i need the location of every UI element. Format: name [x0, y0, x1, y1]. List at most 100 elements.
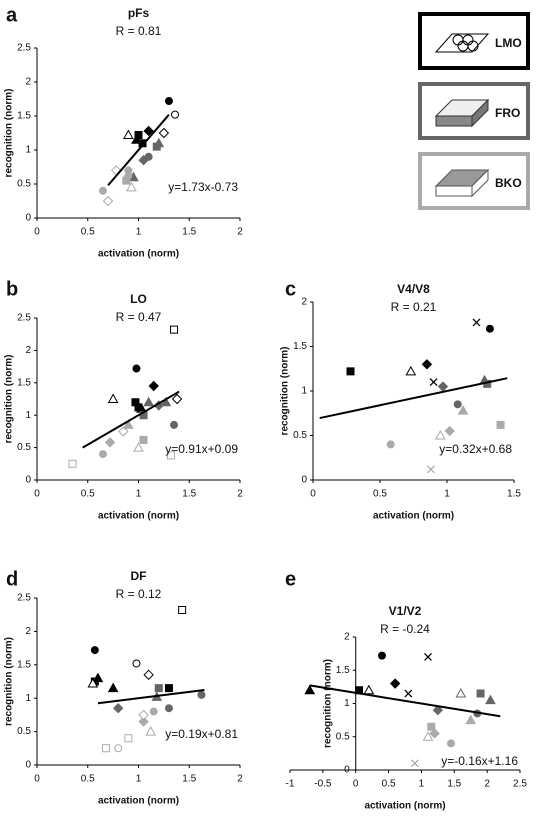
- y-tick-label: 0: [301, 475, 307, 486]
- point: [197, 690, 206, 699]
- y-tick-label: 1: [25, 693, 31, 704]
- point: [476, 689, 485, 698]
- panel-title: LO: [130, 292, 147, 306]
- x-tick-label: 2: [237, 774, 243, 785]
- y-tick-label: 1.5: [17, 377, 31, 388]
- fit-line: [82, 390, 180, 449]
- x-axis-label: activation (norm): [98, 511, 179, 522]
- point: [124, 171, 133, 180]
- x-tick-label: 2: [237, 489, 243, 500]
- point: [455, 688, 467, 698]
- x-axis-label: activation (norm): [98, 249, 179, 260]
- x-tick-label: 1: [136, 489, 142, 500]
- x-tick-label: 2: [237, 227, 243, 238]
- r-value: R = 0.47: [116, 310, 162, 324]
- point: [138, 139, 147, 148]
- point: [377, 651, 387, 660]
- point: [133, 442, 144, 452]
- x-tick-label: 1.5: [447, 779, 461, 790]
- x-tick-label: 0.5: [373, 489, 387, 500]
- y-tick-label: 1: [344, 698, 350, 709]
- r-value: R = -0.24: [380, 622, 430, 636]
- panel: c V4/V8 R = 0.21 0 0.5 1 1.5 0 0.5 1 1.5 2 activatio…: [280, 278, 522, 521]
- point: [102, 195, 114, 207]
- legend-icon: [434, 168, 490, 198]
- x-tick-label: 0: [34, 489, 40, 500]
- y-tick-label: 0: [25, 213, 31, 224]
- y-tick-label: 1: [25, 145, 31, 156]
- point: [158, 127, 170, 139]
- point: [149, 707, 158, 716]
- fit-line: [319, 377, 508, 420]
- legend-box: [418, 12, 530, 70]
- x-tick-label: 0: [34, 774, 40, 785]
- point: [134, 131, 143, 140]
- point: [154, 684, 163, 693]
- point: [485, 324, 494, 333]
- point: [114, 744, 123, 753]
- legend: LMO FRO BKO: [418, 12, 530, 210]
- y-axis-label: recognition (norm): [4, 637, 15, 726]
- y-tick-label: 0.5: [17, 442, 31, 453]
- point: [457, 405, 469, 415]
- point: [346, 367, 355, 376]
- panel-title: pFs: [128, 6, 150, 20]
- panel-letter: b: [6, 278, 18, 300]
- panel: d DF R = 0.12 0 0.5 1 1.5 2 0 0.5 1 1.5 2 2.5 activati…: [4, 568, 244, 806]
- point: [472, 318, 481, 327]
- point: [166, 451, 175, 460]
- point: [421, 359, 433, 370]
- x-tick-label: 1.5: [182, 227, 196, 238]
- x-axis-label: activation (norm): [98, 796, 179, 807]
- y-tick-label: 0.5: [17, 179, 31, 190]
- point: [104, 437, 116, 448]
- y-tick-label: 1: [301, 386, 307, 397]
- point: [98, 450, 107, 459]
- y-axis-label: recognition (norm): [280, 347, 291, 436]
- y-axis-label: recognition (norm): [322, 659, 333, 748]
- point: [138, 716, 149, 727]
- x-tick-label: 0.5: [81, 227, 95, 238]
- x-tick-label: 2: [484, 779, 490, 790]
- x-tick-label: 0.5: [382, 779, 396, 790]
- x-tick-label: 1.5: [507, 489, 521, 500]
- x-tick-label: -1: [286, 779, 295, 790]
- point: [304, 684, 316, 695]
- x-tick-label: 1.5: [182, 774, 196, 785]
- r-value: R = 0.21: [391, 300, 437, 314]
- fit-equation: y=0.19x+0.81: [165, 727, 238, 741]
- panel-letter: e: [285, 568, 296, 590]
- x-tick-label: 1: [419, 779, 425, 790]
- point: [386, 440, 395, 449]
- point: [164, 97, 173, 106]
- point: [143, 669, 154, 681]
- x-tick-label: 0: [353, 779, 359, 790]
- point: [152, 142, 161, 151]
- fit-equation: y=-0.16x+1.16: [441, 754, 518, 768]
- y-axis-label: recognition (norm): [4, 89, 15, 178]
- y-tick-label: 2.5: [17, 593, 31, 604]
- y-tick-label: 1: [25, 410, 31, 421]
- y-tick-label: 2: [25, 77, 31, 88]
- r-value: R = 0.12: [116, 587, 162, 601]
- y-tick-label: 1.5: [336, 665, 350, 676]
- point: [434, 429, 446, 440]
- y-tick-label: 0.5: [293, 430, 307, 441]
- y-tick-label: 2.5: [17, 313, 31, 324]
- point: [404, 689, 413, 698]
- r-value: R = 0.81: [116, 24, 162, 38]
- panel-letter: c: [285, 278, 296, 300]
- y-tick-label: 1.5: [17, 111, 31, 122]
- y-tick-label: 0: [344, 765, 350, 776]
- x-tick-label: -0.5: [314, 779, 332, 790]
- panel: b LO R = 0.47 0 0.5 1 1.5 2 0 0.5 1 1.5 2 2.5 activati…: [4, 278, 244, 521]
- point: [405, 365, 417, 376]
- y-tick-label: 0: [25, 475, 31, 486]
- panel-title: V4/V8: [397, 282, 430, 296]
- point: [126, 181, 137, 192]
- panel-title: V1/V2: [389, 604, 422, 618]
- x-tick-label: 0.5: [81, 489, 95, 500]
- point: [132, 364, 141, 373]
